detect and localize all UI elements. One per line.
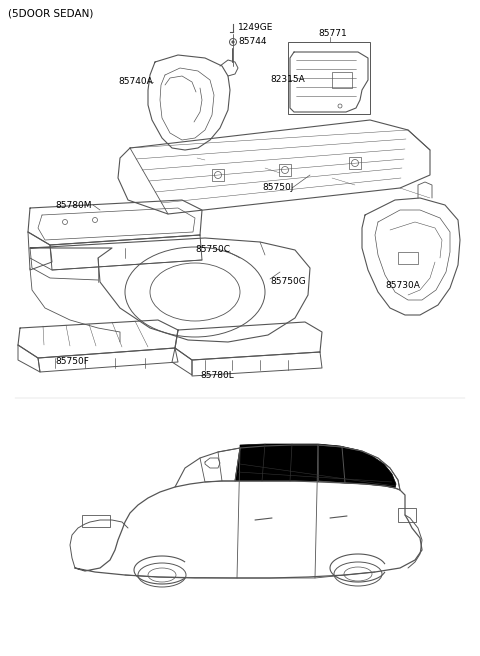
Bar <box>398 252 418 264</box>
Bar <box>349 157 361 169</box>
Text: 85750F: 85750F <box>55 358 89 367</box>
Bar <box>279 164 291 176</box>
Bar <box>332 72 352 88</box>
Bar <box>288 42 370 114</box>
Text: 85750J: 85750J <box>262 184 293 192</box>
Text: 85740A: 85740A <box>118 77 153 87</box>
Text: 85750C: 85750C <box>195 245 230 255</box>
Bar <box>212 169 224 181</box>
Text: 85730A: 85730A <box>385 281 420 289</box>
PathPatch shape <box>235 444 396 488</box>
Text: 85780M: 85780M <box>55 201 92 209</box>
Bar <box>82 515 110 527</box>
Text: 85780L: 85780L <box>200 371 234 380</box>
Text: (5DOOR SEDAN): (5DOOR SEDAN) <box>8 9 94 19</box>
Text: 85744: 85744 <box>238 37 266 47</box>
Text: 82315A: 82315A <box>270 75 305 85</box>
Text: 85771: 85771 <box>318 30 347 39</box>
Bar <box>398 508 416 522</box>
Circle shape <box>232 41 234 43</box>
Text: 1249GE: 1249GE <box>238 24 274 33</box>
Text: 85750G: 85750G <box>270 277 306 287</box>
